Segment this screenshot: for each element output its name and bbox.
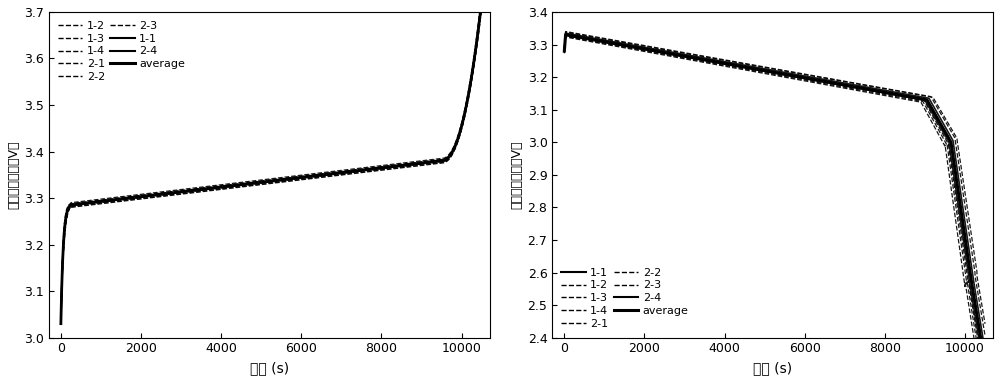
Legend: 1-2, 1-3, 1-4, 2-1, 2-2, 2-3, 1-1, 2-4, average: 1-2, 1-3, 1-4, 2-1, 2-2, 2-3, 1-1, 2-4, … (54, 18, 189, 85)
X-axis label: 时间 (s): 时间 (s) (753, 361, 792, 375)
Y-axis label: 单体充电电压（V）: 单体充电电压（V） (7, 141, 20, 209)
Legend: 1-1, 1-2, 1-3, 1-4, 2-1, 2-2, 2-3, 2-4, average: 1-1, 1-2, 1-3, 1-4, 2-1, 2-2, 2-3, 2-4, … (558, 264, 692, 332)
X-axis label: 时间 (s): 时间 (s) (250, 361, 289, 375)
Y-axis label: 单体充电电压（V）: 单体充电电压（V） (510, 141, 523, 209)
